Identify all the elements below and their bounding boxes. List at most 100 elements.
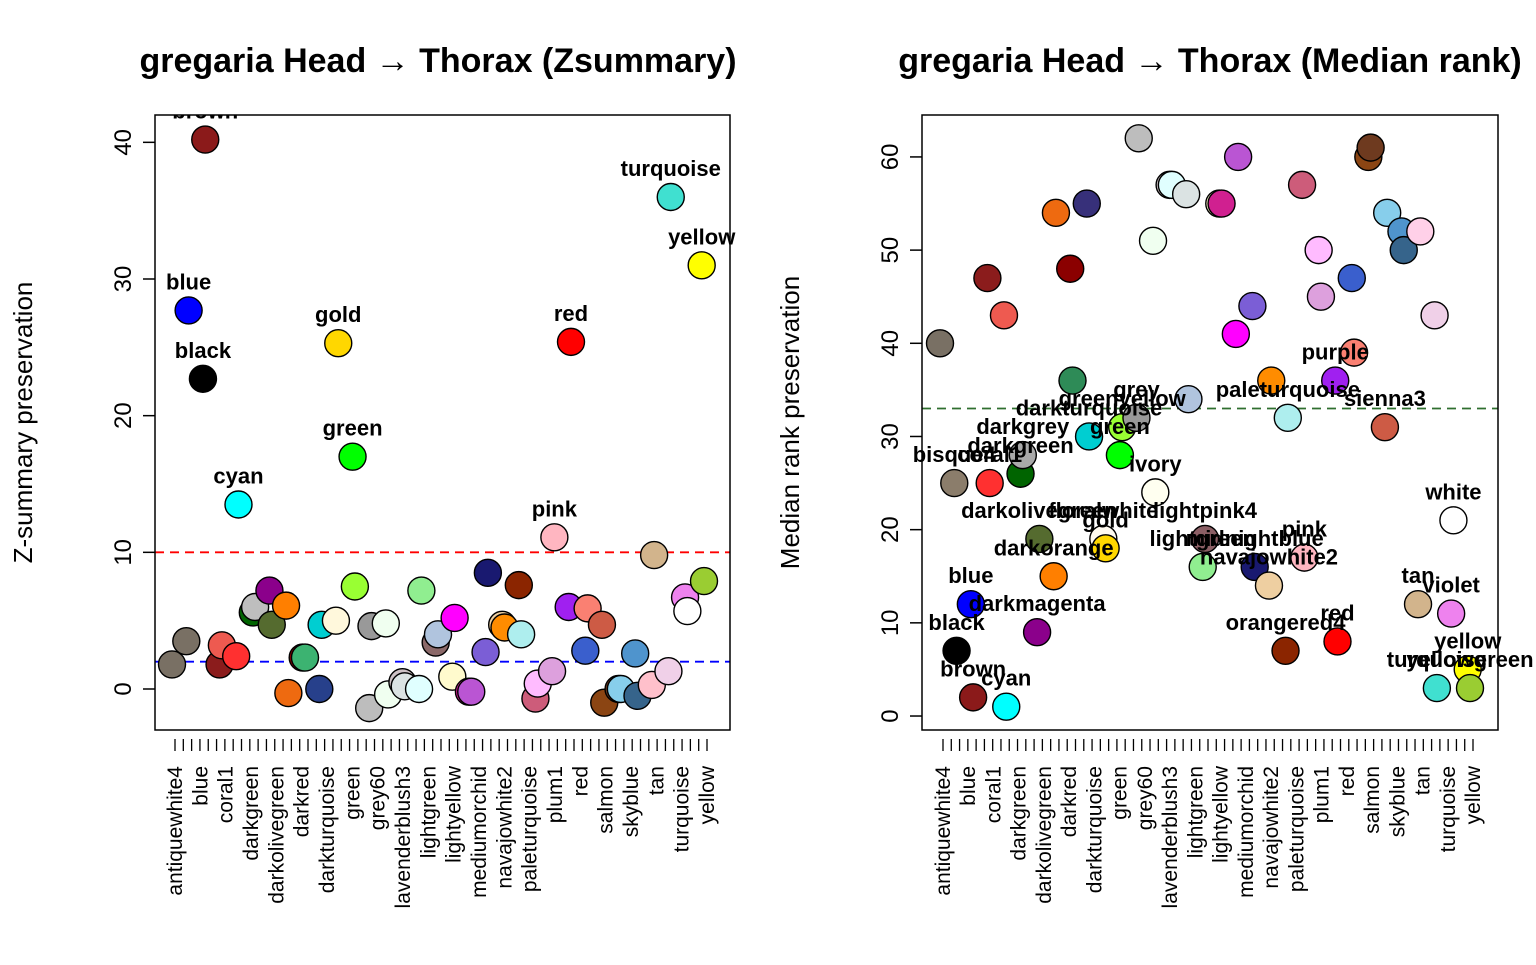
x-category-label: grey60 bbox=[367, 766, 390, 830]
data-point bbox=[1356, 133, 1385, 162]
y-axis-label: Z-summary preservation bbox=[8, 282, 38, 564]
data-point bbox=[1422, 673, 1452, 703]
data-point bbox=[1171, 180, 1201, 209]
data-point bbox=[571, 636, 600, 665]
panel-1: gregaria Head → Thorax (Zsummary) Z-summa… bbox=[8, 42, 737, 908]
x-category-label: salmon bbox=[1361, 766, 1384, 834]
x-category-label: salmon bbox=[595, 766, 618, 834]
point-label: greenyellow bbox=[1059, 386, 1187, 411]
x-category-label: lightyellow bbox=[1210, 765, 1233, 863]
x-category-label: darkolivegreen bbox=[265, 766, 288, 904]
chart-title: gregaria Head → Thorax (Median rank) bbox=[898, 42, 1522, 80]
y-tick-label: 0 bbox=[877, 709, 904, 722]
point-label: yellowgreen bbox=[1406, 647, 1533, 672]
data-point bbox=[324, 329, 353, 358]
data-point bbox=[340, 572, 370, 601]
data-point bbox=[1207, 189, 1236, 218]
x-category-label: turquoise bbox=[1437, 766, 1460, 852]
point-label: navajowhite2 bbox=[1200, 545, 1338, 570]
data-point bbox=[1254, 571, 1284, 600]
data-point bbox=[224, 490, 253, 519]
x-category-label: coral1 bbox=[215, 766, 238, 823]
data-point bbox=[973, 263, 1002, 293]
data-point bbox=[172, 626, 201, 656]
data-point bbox=[1122, 403, 1151, 433]
y-axis-label: Median rank preservation bbox=[775, 276, 805, 569]
data-point bbox=[221, 642, 251, 671]
x-category-label: yellow bbox=[1462, 765, 1485, 824]
data-point bbox=[188, 364, 218, 393]
data-point bbox=[1337, 263, 1366, 293]
data-point bbox=[1287, 170, 1317, 200]
x-category-label: antiquewhite4 bbox=[164, 766, 187, 896]
data-point bbox=[989, 301, 1019, 330]
y-tick-label: 10 bbox=[110, 539, 137, 566]
point-label: darkolivegreen bbox=[961, 498, 1118, 523]
x-category-label: skyblue bbox=[1386, 766, 1409, 837]
data-point bbox=[440, 603, 469, 633]
data-point bbox=[1436, 599, 1466, 628]
data-point bbox=[471, 637, 500, 667]
point-label: darkgreen bbox=[967, 433, 1073, 458]
y-tick-label: 20 bbox=[877, 516, 904, 543]
y-tick-label: 30 bbox=[877, 423, 904, 450]
data-point bbox=[1406, 217, 1435, 246]
point-label: lightpink4 bbox=[1153, 498, 1258, 523]
point-label: black bbox=[175, 338, 232, 363]
x-category-label: tan bbox=[1412, 766, 1435, 795]
point-label: brown bbox=[172, 99, 238, 124]
data-point bbox=[1455, 673, 1485, 703]
point-label: cyan bbox=[981, 666, 1031, 691]
x-category-label: skyblue bbox=[620, 766, 643, 837]
x-category-label: navajowhite2 bbox=[493, 766, 516, 889]
data-point bbox=[1022, 617, 1052, 647]
x-category-label: grey60 bbox=[1134, 766, 1157, 830]
data-point bbox=[1105, 440, 1135, 470]
data-point bbox=[321, 606, 351, 635]
data-point bbox=[1370, 412, 1400, 442]
point-label: coral1 bbox=[957, 442, 1022, 467]
data-point bbox=[992, 692, 1021, 721]
data-point bbox=[1403, 590, 1433, 619]
x-category-label: darkred bbox=[291, 766, 314, 837]
point-label: red bbox=[554, 301, 588, 326]
x-category-label: lightgreen bbox=[1184, 766, 1207, 858]
x-category-label: darkturquoise bbox=[1083, 766, 1106, 893]
x-category-label: mediumorchid bbox=[1235, 766, 1258, 898]
point-label: darkmagenta bbox=[969, 591, 1107, 616]
data-point bbox=[1174, 385, 1203, 414]
data-point bbox=[1141, 478, 1170, 507]
data-point bbox=[1323, 627, 1352, 656]
x-category-label: paleturquoise bbox=[1285, 766, 1308, 892]
point-label: floralwhite bbox=[1048, 498, 1158, 523]
x-category-label: darkgreen bbox=[1008, 766, 1031, 861]
point-label: gold bbox=[1082, 507, 1128, 532]
data-point bbox=[1420, 301, 1449, 330]
data-point bbox=[1025, 524, 1054, 554]
data-point bbox=[1306, 282, 1336, 311]
data-point bbox=[290, 643, 320, 672]
data-point bbox=[673, 596, 702, 626]
data-point bbox=[1041, 198, 1071, 228]
data-point bbox=[407, 576, 436, 605]
data-point bbox=[587, 610, 617, 639]
data-point bbox=[1221, 319, 1251, 349]
x-category-label: red bbox=[1336, 766, 1359, 796]
data-point bbox=[1188, 552, 1217, 582]
point-label: yellow bbox=[668, 224, 736, 249]
x-category-label: lavenderblush3 bbox=[392, 766, 415, 908]
data-point bbox=[1321, 366, 1350, 395]
data-point bbox=[1339, 338, 1369, 367]
point-label: green bbox=[323, 416, 383, 441]
x-category-label: darkturquoise bbox=[316, 766, 339, 893]
point-label: pink bbox=[1282, 517, 1328, 542]
point-label: purple bbox=[1302, 340, 1369, 365]
data-point bbox=[506, 620, 536, 649]
data-point bbox=[1304, 235, 1333, 265]
data-point bbox=[1223, 142, 1253, 172]
data-point bbox=[687, 251, 716, 280]
data-point bbox=[1439, 506, 1468, 535]
point-label: turquoise bbox=[621, 156, 721, 181]
data-point bbox=[1138, 226, 1168, 255]
x-category-label: navajowhite2 bbox=[1260, 766, 1283, 889]
